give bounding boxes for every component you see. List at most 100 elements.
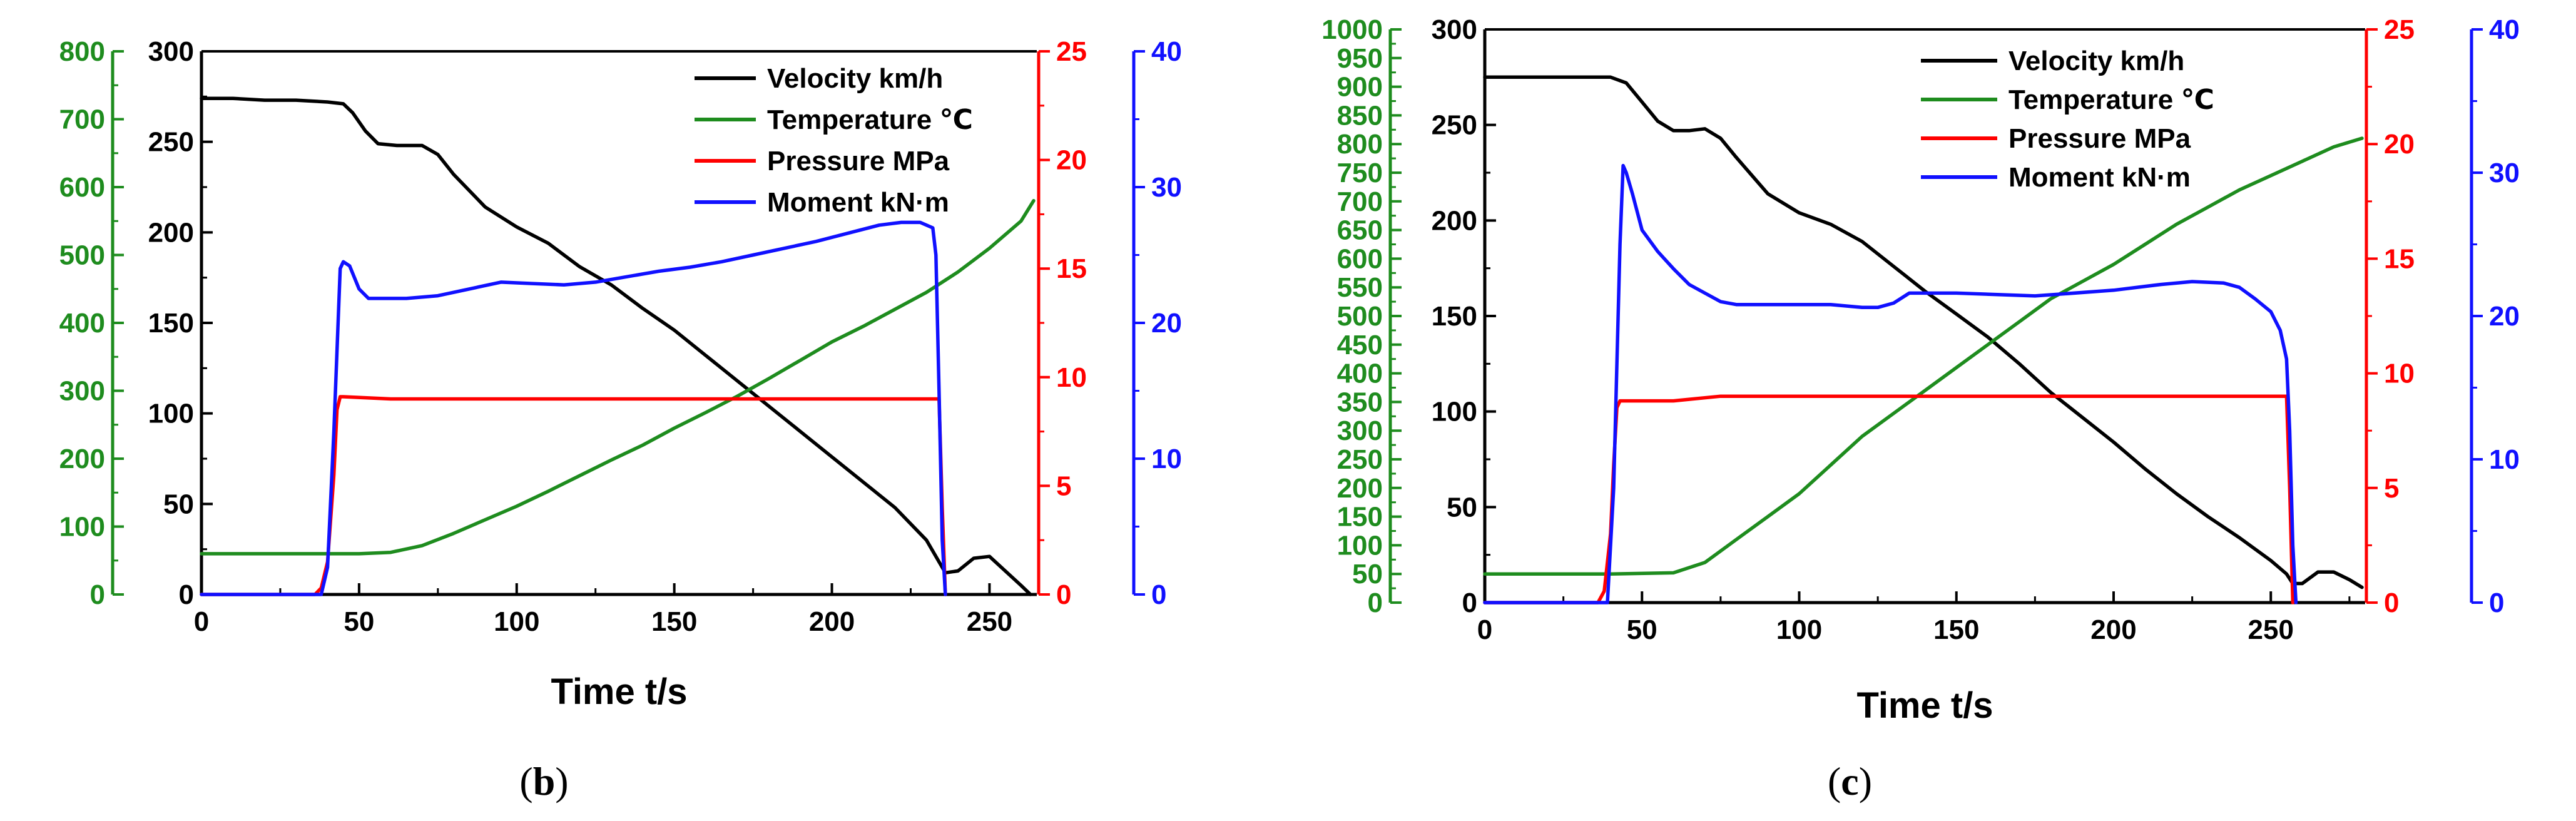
legend-label-pressure: Pressure MPa bbox=[767, 146, 950, 176]
x-axis-title: Time t/s bbox=[1856, 685, 1993, 726]
temperature-tick-label: 100 bbox=[59, 512, 105, 543]
pressure-tick-label: 20 bbox=[2384, 129, 2415, 160]
temperature-tick-label: 550 bbox=[1337, 272, 1383, 303]
moment-tick-label: 20 bbox=[2489, 301, 2520, 332]
x-tick-label: 250 bbox=[967, 606, 1012, 637]
velocity-series-line bbox=[1483, 75, 2364, 589]
velocity-y-axis: 0 50 100 150 200 250 300 bbox=[1432, 14, 1496, 618]
velocity-tick-label: 0 bbox=[179, 579, 194, 610]
temperature-tick-label: 200 bbox=[1337, 473, 1383, 504]
temperature-tick-label: 300 bbox=[1337, 416, 1383, 446]
x-tick-label: 0 bbox=[1477, 614, 1492, 645]
temperature-tick-label: 500 bbox=[1337, 301, 1383, 332]
temperature-tick-label: 700 bbox=[1337, 186, 1383, 217]
x-tick-label: 200 bbox=[809, 606, 855, 637]
moment-tick-label: 10 bbox=[2489, 444, 2520, 475]
pressure-tick-label: 15 bbox=[2384, 243, 2415, 274]
temperature-y-axis: 0501001502002503003504004505005506006507… bbox=[1321, 14, 1402, 618]
velocity-tick-label: 150 bbox=[148, 308, 194, 339]
temperature-tick-label: 700 bbox=[59, 105, 105, 135]
pressure-series-line bbox=[200, 395, 947, 596]
x-axis-title: Time t/s bbox=[551, 671, 687, 712]
temperature-tick-label: 150 bbox=[1337, 502, 1383, 533]
temperature-tick-label: 1000 bbox=[1321, 14, 1383, 45]
temperature-tick-label: 250 bbox=[1337, 444, 1383, 475]
x-tick-label: 50 bbox=[344, 606, 374, 637]
temperature-tick-label: 400 bbox=[1337, 359, 1383, 389]
legend-label-pressure: Pressure MPa bbox=[2008, 123, 2191, 154]
pressure-tick-label: 10 bbox=[2384, 359, 2415, 389]
x-tick-label: 0 bbox=[194, 606, 209, 637]
velocity-tick-label: 100 bbox=[1432, 397, 1477, 427]
temperature-tick-label: 800 bbox=[1337, 129, 1383, 160]
temperature-tick-label: 500 bbox=[59, 240, 105, 271]
moment-tick-label: 10 bbox=[1151, 444, 1182, 474]
temperature-tick-label: 650 bbox=[1337, 215, 1383, 246]
moment-tick-label: 20 bbox=[1151, 308, 1182, 339]
temperature-series-line bbox=[200, 198, 1036, 556]
legend-label-velocity: Velocity km/h bbox=[767, 63, 943, 94]
temperature-tick-label: 400 bbox=[59, 308, 105, 339]
temperature-series-line bbox=[1483, 136, 2364, 576]
pressure-tick-label: 0 bbox=[1056, 579, 1071, 610]
x-tick-label: 150 bbox=[651, 606, 697, 637]
legend: Velocity km/h Temperature ℃ Pressure MPa Mo… bbox=[695, 63, 973, 218]
velocity-tick-label: 50 bbox=[1447, 492, 1477, 523]
x-tick-label: 50 bbox=[1627, 614, 1657, 645]
panel-label: (c) bbox=[1828, 759, 1872, 803]
temperature-tick-label: 350 bbox=[1337, 387, 1383, 417]
pressure-tick-label: 15 bbox=[1056, 253, 1087, 284]
temperature-tick-label: 750 bbox=[1337, 158, 1383, 188]
temperature-tick-label: 850 bbox=[1337, 100, 1383, 131]
velocity-tick-label: 0 bbox=[1462, 588, 1477, 618]
pressure-tick-label: 0 bbox=[2384, 588, 2399, 618]
pressure-tick-label: 5 bbox=[1056, 471, 1071, 501]
temperature-tick-label: 900 bbox=[1337, 72, 1383, 103]
velocity-tick-label: 300 bbox=[148, 36, 194, 67]
x-tick-label: 100 bbox=[494, 606, 539, 637]
moment-tick-label: 40 bbox=[1151, 36, 1182, 67]
moment-y-axis: 0 10 20 30 40 bbox=[2470, 14, 2520, 618]
panel-label: (b) bbox=[519, 759, 568, 803]
velocity-tick-label: 250 bbox=[1432, 110, 1477, 141]
pressure-tick-label: 10 bbox=[1056, 362, 1087, 393]
x-tick-label: 100 bbox=[1776, 614, 1822, 645]
moment-series-line bbox=[1483, 163, 2298, 604]
temperature-tick-label: 0 bbox=[90, 579, 105, 610]
velocity-tick-label: 200 bbox=[1432, 205, 1477, 236]
pressure-y-axis: 0 5 10 15 20 25 bbox=[2365, 14, 2415, 618]
x-tick-label: 200 bbox=[2090, 614, 2136, 645]
legend-label-moment: Moment kN·m bbox=[767, 187, 949, 218]
moment-tick-label: 40 bbox=[2489, 14, 2520, 45]
legend-label-temperature: Temperature ℃ bbox=[2008, 84, 2214, 115]
moment-tick-label: 0 bbox=[1151, 579, 1166, 610]
temperature-tick-label: 200 bbox=[59, 444, 105, 474]
legend-label-moment: Moment kN·m bbox=[2008, 162, 2191, 193]
pressure-y-axis: 0 5 10 15 20 25 bbox=[1037, 36, 1087, 610]
temperature-tick-label: 300 bbox=[59, 376, 105, 407]
pressure-tick-label: 25 bbox=[2384, 14, 2415, 45]
temperature-y-axis: 0 100 200 300 400 500 600 700 800 bbox=[59, 36, 124, 610]
x-tick-label: 150 bbox=[1933, 614, 1979, 645]
velocity-tick-label: 200 bbox=[148, 217, 194, 248]
temperature-tick-label: 0 bbox=[1368, 588, 1383, 618]
pressure-tick-label: 20 bbox=[1056, 145, 1087, 176]
velocity-y-axis: 0 50 100 150 200 250 300 bbox=[148, 36, 213, 610]
temperature-tick-label: 600 bbox=[1337, 243, 1383, 274]
pressure-tick-label: 5 bbox=[2384, 473, 2399, 504]
velocity-tick-label: 150 bbox=[1432, 301, 1477, 332]
legend-label-temperature: Temperature ℃ bbox=[767, 105, 973, 135]
temperature-tick-label: 100 bbox=[1337, 530, 1383, 561]
moment-tick-label: 30 bbox=[2489, 158, 2520, 188]
temperature-tick-label: 800 bbox=[59, 36, 105, 67]
moment-series-line bbox=[200, 220, 947, 596]
pressure-tick-label: 25 bbox=[1056, 36, 1087, 67]
x-tick-label: 250 bbox=[2248, 614, 2294, 645]
temperature-tick-label: 600 bbox=[59, 172, 105, 203]
moment-tick-label: 30 bbox=[1151, 172, 1182, 203]
legend: Velocity km/h Temperature ℃ Pressure MPa Mo… bbox=[1921, 46, 2214, 193]
pressure-series-line bbox=[1483, 394, 2295, 604]
